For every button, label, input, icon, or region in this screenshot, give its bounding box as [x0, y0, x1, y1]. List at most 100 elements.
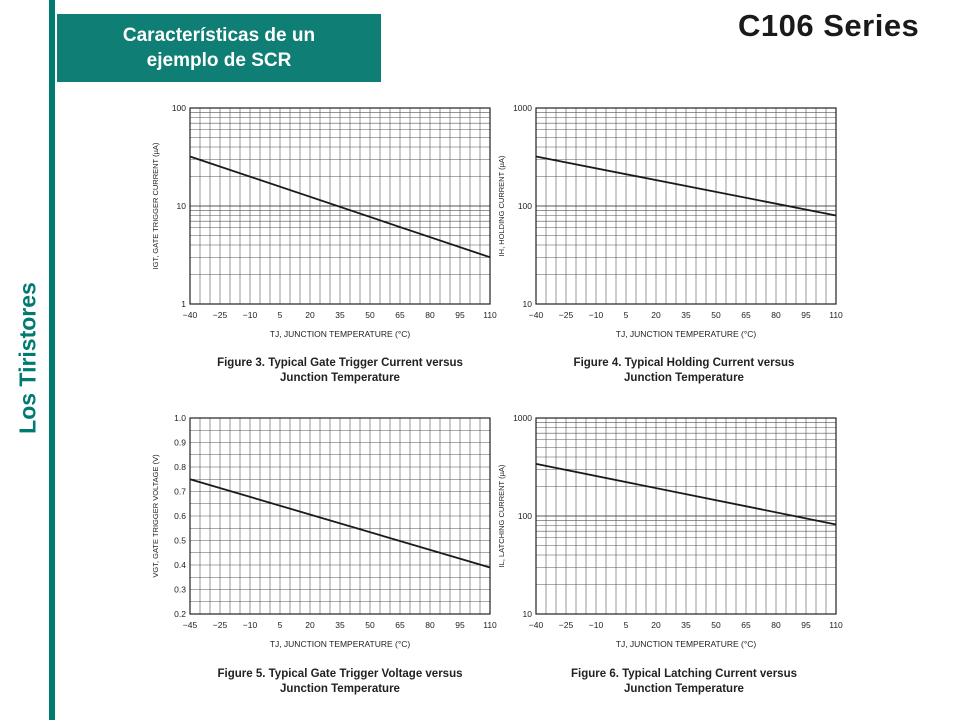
x-tick-label: 35	[335, 620, 345, 630]
y-tick-label: 100	[172, 103, 186, 113]
grid-lines	[535, 417, 837, 615]
side-section-label: Los Tiristores	[14, 282, 41, 434]
x-axis-label: TJ, JUNCTION TEMPERATURE (°C)	[616, 639, 757, 649]
x-tick-label: −10	[243, 310, 258, 320]
series-line	[189, 155, 491, 259]
plot-frame	[535, 417, 837, 615]
x-tick-label: 20	[305, 620, 315, 630]
plot-frame	[535, 107, 837, 305]
chart-figure-5: 0.2 0.3 0.4 0.5 0.6 0.7 0.8 0.9 1.0 −45 −25 −10 5 20 3…	[151, 413, 497, 649]
x-tick-label: −10	[589, 620, 604, 630]
chart-panel-figure-4: 10 100 1000 −40 −25 −10 5 20 35 50 65 80 95 110 TJ, JU…	[486, 96, 856, 361]
chart-panel-figure-3: 1 10 100 −40 −25 −10 5 20 35 50 65 80 95 110 TJ, JUNCT…	[140, 96, 510, 361]
x-tick-label: 110	[483, 620, 497, 630]
y-tick-label: 1.0	[174, 413, 186, 423]
x-tick-label: 50	[711, 310, 721, 320]
x-tick-label: 20	[651, 620, 661, 630]
y-tick-label: 10	[523, 609, 533, 619]
x-tick-label: 5	[624, 620, 629, 630]
y-tick-label: 100	[518, 511, 532, 521]
y-tick-label: 0.3	[174, 585, 186, 595]
x-axis-label: TJ, JUNCTION TEMPERATURE (°C)	[616, 329, 757, 339]
slide-title-line-1: Características de un	[122, 25, 316, 46]
x-tick-label: 80	[425, 310, 435, 320]
caption-line-2: Junction Temperature	[280, 372, 400, 384]
y-tick-label: 10	[523, 299, 533, 309]
series-title: C106 Series	[738, 8, 920, 43]
x-tick-label: −40	[529, 620, 544, 630]
x-tick-label: 50	[711, 620, 721, 630]
plot-frame	[189, 107, 491, 305]
y-tick-label: 1	[181, 299, 186, 309]
chart-figure-4: 10 100 1000 −40 −25 −10 5 20 35 50 65 80 95 110 TJ, JU…	[497, 103, 843, 339]
y-tick-label: 0.2	[174, 609, 186, 619]
x-tick-label: 35	[681, 310, 691, 320]
chart-panel-figure-5: 0.2 0.3 0.4 0.5 0.6 0.7 0.8 0.9 1.0 −45 −25 −10 5 20 3…	[140, 406, 510, 671]
plot-frame	[189, 417, 491, 615]
chart-panel-figure-6: 10 100 1000 −40 −25 −10 5 20 35 50 65 80 95 110 TJ, JU…	[486, 406, 856, 671]
x-tick-label: −10	[243, 620, 258, 630]
x-tick-label: −25	[213, 310, 228, 320]
left-accent-bar	[49, 0, 55, 720]
x-tick-label: −25	[559, 620, 574, 630]
chart-figure-6: 10 100 1000 −40 −25 −10 5 20 35 50 65 80 95 110 TJ, JU…	[497, 413, 843, 649]
x-tick-label: 65	[741, 620, 751, 630]
y-tick-label: 100	[518, 201, 532, 211]
x-tick-label: 65	[395, 310, 405, 320]
y-tick-label: 0.6	[174, 511, 186, 521]
x-tick-label: 110	[483, 310, 497, 320]
x-tick-label: −40	[183, 310, 198, 320]
x-tick-label: −40	[529, 310, 544, 320]
y-axis-label: IH, HOLDING CURRENT (µA)	[497, 155, 506, 256]
caption-line-2: Junction Temperature	[280, 683, 400, 695]
x-tick-label: 95	[801, 310, 811, 320]
caption-figure-4: Figure 4. Typical Holding Current versus…	[534, 356, 834, 386]
x-axis-label: TJ, JUNCTION TEMPERATURE (°C)	[270, 329, 411, 339]
x-tick-label: 80	[425, 620, 435, 630]
y-tick-label: 10	[177, 201, 187, 211]
x-tick-label: 80	[771, 310, 781, 320]
grid-lines	[189, 417, 491, 615]
x-tick-label: 5	[278, 620, 283, 630]
y-tick-label: 1000	[513, 103, 532, 113]
y-tick-label: 0.9	[174, 438, 186, 448]
x-tick-label: 65	[741, 310, 751, 320]
caption-figure-5: Figure 5. Typical Gate Trigger Voltage v…	[190, 667, 490, 697]
series-line	[535, 463, 837, 526]
x-tick-label: 95	[801, 620, 811, 630]
x-tick-label: 95	[455, 620, 465, 630]
x-tick-label: 110	[829, 310, 843, 320]
y-axis-label: IL, LATCHING CURRENT (µA)	[497, 464, 506, 567]
series-line	[189, 478, 491, 569]
x-tick-label: −10	[589, 310, 604, 320]
caption-line-1: Figure 5. Typical Gate Trigger Voltage v…	[217, 668, 463, 680]
caption-line-1: Figure 6. Typical Latching Current versu…	[570, 668, 797, 680]
y-tick-label: 1000	[513, 413, 532, 423]
y-tick-label: 0.4	[174, 560, 186, 570]
x-tick-label: 5	[624, 310, 629, 320]
x-tick-label: −25	[559, 310, 574, 320]
caption-line-2: Junction Temperature	[624, 372, 744, 384]
x-tick-label: 95	[455, 310, 465, 320]
x-tick-label: 50	[365, 310, 375, 320]
x-tick-label: 50	[365, 620, 375, 630]
x-tick-label: 35	[335, 310, 345, 320]
x-tick-label: 65	[395, 620, 405, 630]
y-tick-label: 0.5	[174, 536, 186, 546]
y-tick-label: 0.7	[174, 487, 186, 497]
caption-figure-6: Figure 6. Typical Latching Current versu…	[534, 667, 834, 697]
x-tick-label: 80	[771, 620, 781, 630]
x-tick-label: 35	[681, 620, 691, 630]
x-tick-label: 20	[651, 310, 661, 320]
y-axis-label: IGT, GATE TRIGGER CURRENT (µA)	[151, 142, 160, 269]
caption-figure-3: Figure 3. Typical Gate Trigger Current v…	[190, 356, 490, 386]
series-line	[535, 155, 837, 217]
x-tick-label: 20	[305, 310, 315, 320]
slide-title-line-2: ejemplo de SCR	[146, 50, 292, 71]
y-tick-label: 0.8	[174, 462, 186, 472]
caption-line-1: Figure 4. Typical Holding Current versus	[573, 357, 795, 369]
x-tick-label: 110	[829, 620, 843, 630]
x-axis-label: TJ, JUNCTION TEMPERATURE (°C)	[270, 639, 411, 649]
caption-line-2: Junction Temperature	[624, 683, 744, 695]
